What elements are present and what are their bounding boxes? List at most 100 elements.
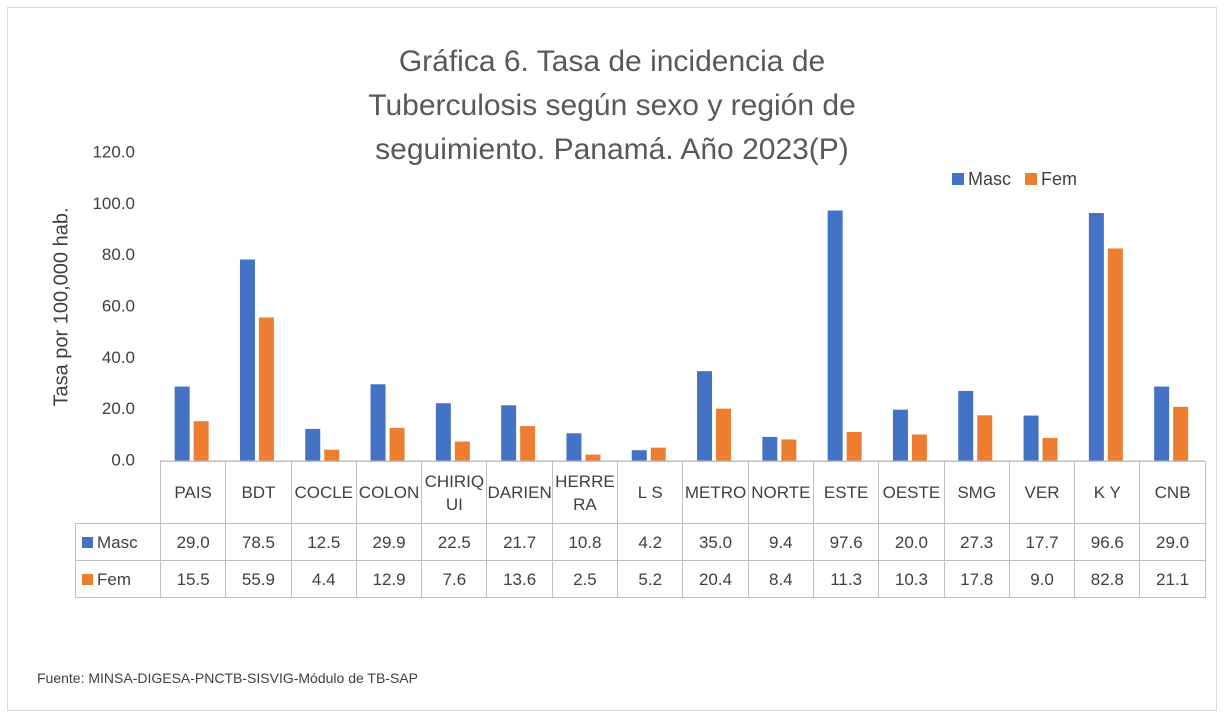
data-label: 8.4: [747, 560, 814, 598]
x-tick-label: L S: [617, 461, 684, 524]
legend-swatch: [82, 536, 93, 548]
data-label: 22.5: [421, 523, 488, 561]
data-label: 29.9: [355, 523, 423, 561]
data-label: 12.5: [290, 523, 357, 561]
bar: [716, 408, 732, 461]
data-label: 9.0: [1008, 560, 1076, 598]
table-corner: [75, 461, 161, 524]
x-tick-label: METRO: [682, 461, 749, 524]
y-tick-label: 100.0: [92, 194, 135, 213]
y-tick-label: 80.0: [102, 245, 135, 264]
bar: [762, 436, 778, 461]
x-tick-label: CHIRIQUI: [421, 461, 488, 524]
bar: [239, 259, 255, 461]
data-label: 35.0: [682, 523, 749, 561]
legend-label: Fem: [97, 569, 131, 589]
data-label: 21.7: [486, 523, 553, 561]
source-note: Fuente: MINSA-DIGESA-PNCTB-SISVIG-Módulo…: [37, 670, 418, 686]
x-tick-label: DARIEN: [486, 461, 553, 524]
bar: [846, 431, 862, 461]
legend-label: Fem: [1041, 169, 1077, 189]
data-table: PAIS BDT COCLE COLON CHIRIQUI DARIEN HERRERA L …: [75, 461, 1206, 598]
data-label: 20.4: [682, 560, 749, 598]
data-label: 20.0: [878, 523, 945, 561]
bar: [892, 409, 908, 461]
y-axis-label: Tasa por 100,000 hab.: [50, 207, 72, 406]
legend-label: Masc: [968, 169, 1011, 189]
bar: [258, 317, 274, 461]
data-label: 27.3: [943, 523, 1010, 561]
x-tick-label: VER: [1008, 461, 1076, 524]
bar: [501, 405, 517, 461]
bar: [1154, 386, 1170, 461]
data-label: 17.8: [943, 560, 1010, 598]
data-label: 7.6: [421, 560, 488, 598]
bar: [697, 371, 713, 461]
bar: [977, 415, 993, 461]
bar: [520, 426, 536, 461]
data-label: 5.2: [617, 560, 684, 598]
bar: [566, 433, 582, 461]
chart-title: Gráfica 6. Tasa de incidencia de Tubercu…: [368, 45, 856, 166]
bar: [1173, 406, 1189, 461]
legend-label: Masc: [97, 532, 138, 552]
bar: [1023, 415, 1039, 461]
bar: [827, 210, 843, 461]
bar: [585, 454, 601, 461]
data-label: 13.6: [486, 560, 553, 598]
bar: [958, 390, 974, 461]
y-tick-label: 40.0: [102, 348, 135, 367]
bar: [781, 439, 797, 461]
x-tick-label: SMG: [943, 461, 1010, 524]
data-label: 82.8: [1074, 560, 1141, 598]
x-tick-label: COLON: [355, 461, 423, 524]
y-tick-label: 20.0: [102, 399, 135, 418]
table-row: Masc 29.0 78.5 12.5 29.9 22.5 21.7 10.8 4.2 35.0 9…: [75, 523, 1206, 561]
legend-swatch: [952, 173, 964, 185]
bar: [911, 434, 927, 461]
data-label: 97.6: [812, 523, 880, 561]
data-label: 55.9: [225, 560, 292, 598]
bar: [1088, 213, 1104, 461]
data-label: 96.6: [1074, 523, 1141, 561]
bar: [435, 403, 451, 461]
y-tick-label: 60.0: [102, 296, 135, 315]
table-header-row: PAIS BDT COCLE COLON CHIRIQUI DARIEN HERRERA L …: [75, 461, 1206, 524]
bar: [1107, 248, 1123, 461]
bar: [389, 427, 405, 461]
x-tick-label: COCLE: [290, 461, 357, 524]
x-tick-label: BDT: [225, 461, 292, 524]
legend-swatch: [1025, 173, 1038, 185]
bar: [631, 450, 647, 461]
bar: [650, 447, 666, 461]
data-label: 17.7: [1008, 523, 1076, 561]
x-tick-label: NORTE: [747, 461, 814, 524]
data-label: 15.5: [159, 560, 227, 598]
bar: [370, 384, 386, 461]
x-tick-label: PAIS: [159, 461, 227, 524]
x-tick-label: HERRERA: [551, 461, 619, 524]
bar: [1042, 437, 1058, 461]
data-label: 9.4: [747, 523, 814, 561]
bar: [454, 441, 470, 461]
legend-swatch: [82, 573, 93, 585]
data-label: 4.4: [290, 560, 357, 598]
data-label: 12.9: [355, 560, 423, 598]
legend-key: Fem: [75, 560, 161, 598]
y-tick-label: 120.0: [92, 142, 135, 161]
data-label: 10.3: [878, 560, 945, 598]
data-label: 29.0: [1139, 523, 1206, 561]
x-tick-label: ESTE: [812, 461, 880, 524]
table-row: Fem 15.5 55.9 4.4 12.9 7.6 13.6 2.5 5.2 20.4 8.4 11…: [75, 560, 1206, 598]
x-tick-label: K Y: [1074, 461, 1141, 524]
data-label: 29.0: [159, 523, 227, 561]
chart-frame: [7, 7, 1217, 711]
data-label: 2.5: [551, 560, 619, 598]
data-label: 10.8: [551, 523, 619, 561]
x-tick-label: CNB: [1139, 461, 1206, 524]
data-label: 11.3: [812, 560, 880, 598]
data-label: 78.5: [225, 523, 292, 561]
bar: [193, 421, 209, 461]
bar: [174, 386, 190, 461]
